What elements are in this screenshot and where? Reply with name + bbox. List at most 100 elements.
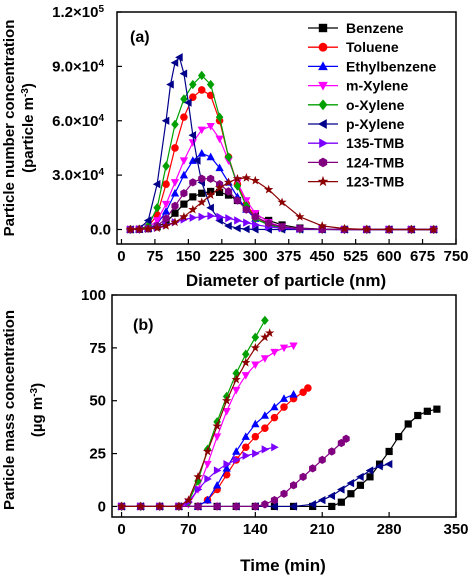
panel-a-data-point	[362, 224, 372, 234]
panel-a-data-point	[242, 205, 250, 214]
panel-b-data-point	[384, 460, 393, 469]
panel-a-x-tick-label: 525	[343, 248, 368, 265]
panel-a-data-point	[250, 225, 259, 234]
panel-b-data-point	[213, 502, 221, 511]
panel-a-x-tick-label: 675	[410, 248, 435, 265]
panel-b-data-point	[423, 407, 431, 415]
panel-b-data-point	[212, 433, 222, 441]
legend-label: Benzene	[346, 20, 404, 36]
panel-a-x-axis-label: Diameter of particle (nm)	[186, 271, 386, 290]
panel-a-data-point	[197, 149, 206, 157]
panel-a-data-point	[295, 211, 305, 221]
panel-b-x-tick-label: 280	[377, 521, 402, 538]
panel-a-data-point	[252, 220, 260, 229]
panel-b-series-line	[121, 438, 347, 508]
panel-b-data-point	[270, 402, 279, 411]
legend-item: Toluene	[308, 39, 399, 55]
panel-b-data-point	[270, 502, 278, 511]
panel-a-data-point	[134, 224, 144, 234]
panel-a-data-point	[166, 80, 174, 89]
panel-a-data-point	[224, 152, 233, 162]
legend-marker	[318, 23, 328, 33]
panel-a-data-point	[153, 217, 162, 225]
panel-a-data-point	[152, 223, 162, 232]
panel-b-data-point	[327, 491, 336, 500]
panel-a-data-point	[179, 69, 188, 78]
panel-b-data-point	[289, 481, 298, 490]
panel-a-data-point	[215, 188, 224, 196]
panel-b-data-point	[222, 464, 231, 472]
panel-b-data-point	[223, 460, 231, 469]
panel-a-data-point	[250, 175, 260, 185]
panel-a-data-point	[232, 173, 243, 183]
panel-b-x-tick-label: 140	[243, 521, 268, 538]
panel-b-y-axis-label-line2: (µg m-3)	[29, 383, 47, 437]
legend-item: Ethylbenzene	[308, 58, 436, 74]
panel-b-data-point	[174, 501, 184, 511]
panel-b-y-tick-label: 50	[89, 393, 106, 410]
panel-a-x-tick-label: 450	[310, 248, 335, 265]
panel-a-data-point	[189, 79, 197, 90]
panel-a-data-point	[206, 203, 214, 212]
panel-b-data-point	[194, 502, 202, 511]
panel-b-data-point	[241, 357, 251, 367]
panel-a-data-point	[197, 197, 207, 207]
panel-b-data-point	[203, 460, 212, 469]
panel-a-y-tick-label: 9.0×104	[52, 58, 104, 76]
panel-a-data-point	[171, 209, 179, 217]
panel-b-data-point	[270, 348, 279, 357]
panel-b-data-point	[251, 332, 260, 342]
panel-a-data-point	[243, 218, 251, 227]
panel-a-data-point	[170, 179, 180, 187]
panel-a-data-point	[189, 193, 197, 201]
panel-b-series-line	[121, 320, 266, 508]
panel-a-data-point	[143, 224, 153, 233]
panel-a-data-point	[188, 204, 198, 214]
panel-b-y-tick-label: 25	[89, 446, 106, 463]
panel-a-data-point	[192, 156, 201, 165]
panel-b-data-point	[270, 413, 279, 422]
panel-b-data-point	[241, 349, 250, 359]
panel-a-data-point	[180, 113, 188, 121]
panel-a-data-point	[251, 212, 259, 221]
panel-a-data-point	[188, 131, 197, 140]
panel-b-data-point	[232, 386, 241, 395]
panel-b-data-point	[194, 485, 203, 494]
panel-a-frame	[116, 11, 457, 245]
panel-a-data-point	[241, 172, 251, 182]
panel-a-data-point	[265, 219, 273, 228]
panel-b-data-point	[304, 384, 312, 392]
panel-a-data-point	[161, 116, 170, 125]
panel-a-x-tick-label: 75	[147, 248, 164, 265]
panel-a-series-123-TMB	[125, 172, 439, 234]
panel-b-data-point	[232, 502, 240, 511]
panel-a-data-point	[198, 189, 206, 197]
panel-a-data-point	[242, 224, 250, 234]
panel-a-data-point	[153, 203, 161, 213]
panel-a-y-tick-label: 1.2×105	[52, 4, 104, 22]
panel-a-data-point	[224, 187, 233, 196]
legend-marker	[317, 175, 329, 187]
panel-a-data-point	[206, 190, 216, 199]
panel-a-data-point	[197, 70, 206, 81]
panel-a-data-point	[171, 144, 179, 152]
panel-a-data-point	[242, 197, 251, 205]
panel-b-data-point	[308, 500, 316, 509]
panel-a-data-point	[188, 156, 197, 164]
legend-marker	[318, 81, 328, 91]
panel-b-data-point	[346, 479, 355, 488]
panel-b-data-point	[337, 498, 345, 506]
panel-a-label: (a)	[130, 29, 150, 46]
panel-a-data-point	[233, 181, 242, 191]
panel-b-data-point	[136, 501, 146, 511]
panel-a-data-point	[197, 86, 206, 94]
panel-b-data-point	[203, 495, 212, 504]
panel-a-x-tick-label: 375	[276, 248, 301, 265]
legend-marker	[317, 119, 327, 129]
panel-b-series-line	[121, 408, 438, 508]
panel-b-data-point	[309, 464, 317, 473]
legend-marker	[319, 138, 329, 149]
legend-item: p-Xylene	[308, 116, 405, 132]
panel-b-data-point	[395, 433, 403, 441]
